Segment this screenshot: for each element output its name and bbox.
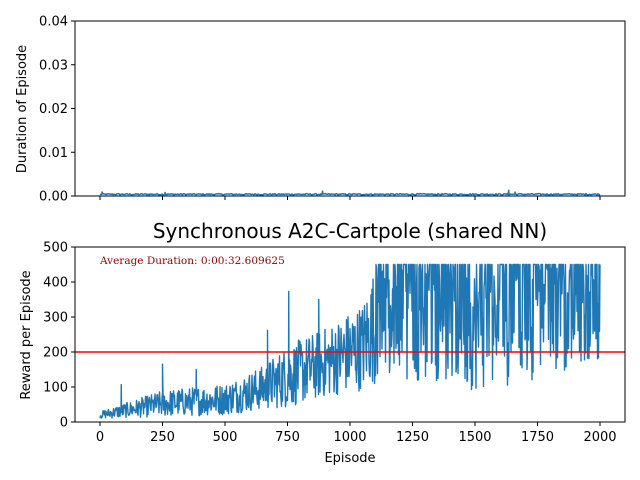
- reward-x-tick-label: 0: [96, 430, 104, 445]
- reward-x-axis-label: Episode: [324, 451, 375, 466]
- duration-plot-area: [75, 21, 625, 196]
- reward-panel: Synchronous A2C-Cartpole (shared NN) 0 10…: [19, 219, 626, 466]
- reward-y-tick-label: 0: [60, 416, 68, 431]
- reward-y-tick-label: 500: [43, 241, 68, 256]
- duration-y-tick-label: 0.01: [39, 146, 68, 161]
- duration-series: [99, 189, 601, 196]
- reward-x-tick-label: 1250: [396, 430, 429, 445]
- reward-x-tick-label: 500: [213, 430, 238, 445]
- reward-x-tick-label: 1000: [333, 430, 366, 445]
- duration-x-ticks: [99, 196, 601, 200]
- reward-x-tick-label: 250: [150, 430, 175, 445]
- duration-series-line: [99, 189, 601, 196]
- reward-y-tick-label: 300: [43, 311, 68, 326]
- chart-title: Synchronous A2C-Cartpole (shared NN): [153, 219, 547, 243]
- reward-x-tick-label: 750: [275, 430, 300, 445]
- reward-y-tick-label: 100: [43, 381, 68, 396]
- duration-y-ticks: 0.00 0.01 0.02 0.03 0.04: [39, 15, 75, 205]
- duration-y-tick-label: 0.03: [39, 58, 68, 73]
- reward-y-ticks: 0 100 200 300 400 500: [43, 241, 75, 431]
- reward-x-tick-label: 1750: [521, 430, 554, 445]
- average-duration-annotation: Average Duration: 0:00:32.609625: [99, 255, 285, 267]
- reward-y-axis-label: Reward per Episode: [19, 270, 34, 399]
- reward-x-ticks: 0 250 500 750 1000 1250 1500 1750 2000: [96, 422, 617, 445]
- reward-series: [99, 263, 601, 419]
- reward-x-tick-label: 1500: [458, 430, 491, 445]
- duration-y-axis-label: Duration of Episode: [15, 45, 30, 173]
- duration-y-tick-label: 0.02: [39, 102, 68, 117]
- duration-plot-frame: [74, 20, 626, 197]
- duration-y-tick-label: 0.00: [39, 190, 68, 205]
- reward-y-tick-label: 200: [43, 346, 68, 361]
- duration-y-tick-label: 0.04: [39, 15, 68, 30]
- reward-plot-frame: [74, 246, 626, 423]
- reward-y-tick-label: 400: [43, 276, 68, 291]
- duration-panel: 0.00 0.01 0.02 0.03 0.04 Duration of Episode: [15, 15, 626, 205]
- reward-series-line: [99, 263, 601, 419]
- reward-x-tick-label: 2000: [583, 430, 616, 445]
